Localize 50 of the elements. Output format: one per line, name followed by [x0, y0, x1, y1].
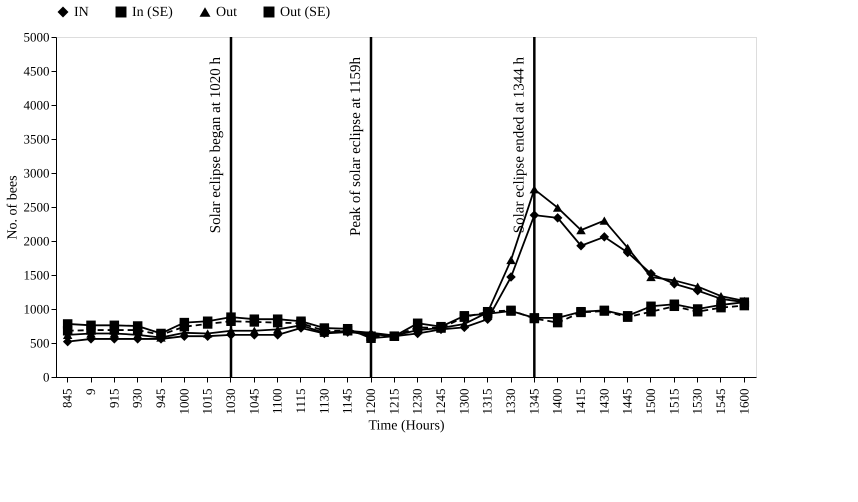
x-tick-label: 1545 — [713, 388, 728, 414]
x-tick-label: 1300 — [456, 388, 472, 414]
x-tick-label: 1330 — [503, 388, 518, 414]
legend-label: In (SE) — [132, 5, 174, 20]
x-tick-label: 9 — [83, 388, 98, 395]
x-tick-label: 1245 — [433, 388, 448, 414]
x-tick-label: 945 — [153, 388, 168, 408]
y-tick-label: 0 — [43, 370, 50, 384]
x-tick-label: 1145 — [340, 388, 355, 414]
x-tick-label: 1345 — [526, 388, 542, 414]
y-tick-label: 2500 — [24, 200, 50, 214]
y-tick-label: 4500 — [24, 64, 50, 78]
x-tick-label: 1000 — [176, 388, 192, 414]
x-tick-label: 930 — [130, 388, 145, 408]
legend-label: IN — [74, 5, 89, 20]
legend-label: Out (SE) — [280, 5, 330, 20]
y-tick-label: 2000 — [24, 234, 50, 248]
x-axis-title: Time (Hours) — [368, 418, 445, 434]
ref-line-label: Solar eclipse ended at 1344 h — [511, 56, 528, 234]
x-tick-label: 1415 — [573, 388, 588, 414]
x-tick-label: 1315 — [480, 388, 495, 414]
x-tick-label: 1115 — [293, 388, 308, 414]
y-tick-label: 4000 — [24, 98, 50, 112]
ref-line-label: Solar eclipse began at 1020 h — [208, 56, 224, 234]
x-tick-label: 1100 — [270, 388, 285, 414]
x-tick-label: 1515 — [666, 388, 682, 414]
y-tick-label: 3000 — [24, 166, 50, 180]
x-tick-label: 915 — [106, 388, 122, 408]
x-tick-label: 1230 — [410, 388, 425, 414]
ref-line-label: Peak of solar eclipse at 1159h — [348, 56, 364, 236]
x-tick-label: 1500 — [643, 388, 658, 414]
legend-label: Out — [216, 5, 238, 20]
x-tick-label: 1215 — [386, 388, 402, 414]
x-tick-label: 1400 — [550, 388, 565, 414]
y-tick-label: 1000 — [24, 302, 50, 316]
x-tick-label: 1200 — [363, 388, 378, 414]
x-tick-label: 1130 — [316, 388, 332, 414]
x-tick-label: 1015 — [200, 388, 215, 414]
y-tick-label: 3500 — [24, 132, 50, 146]
x-tick-label: 1430 — [596, 388, 612, 414]
x-tick-label: 1600 — [736, 388, 752, 414]
x-tick-label: 1445 — [620, 388, 635, 414]
x-tick-label: 845 — [60, 388, 75, 408]
x-tick-label: 1530 — [690, 388, 705, 414]
y-tick-label: 1500 — [24, 268, 50, 282]
y-axis-title: No. of bees — [6, 175, 20, 240]
y-tick-label: 5000 — [24, 30, 50, 44]
y-tick-label: 500 — [30, 336, 50, 350]
x-tick-label: 1045 — [246, 388, 262, 414]
x-tick-label: 1030 — [223, 388, 238, 414]
